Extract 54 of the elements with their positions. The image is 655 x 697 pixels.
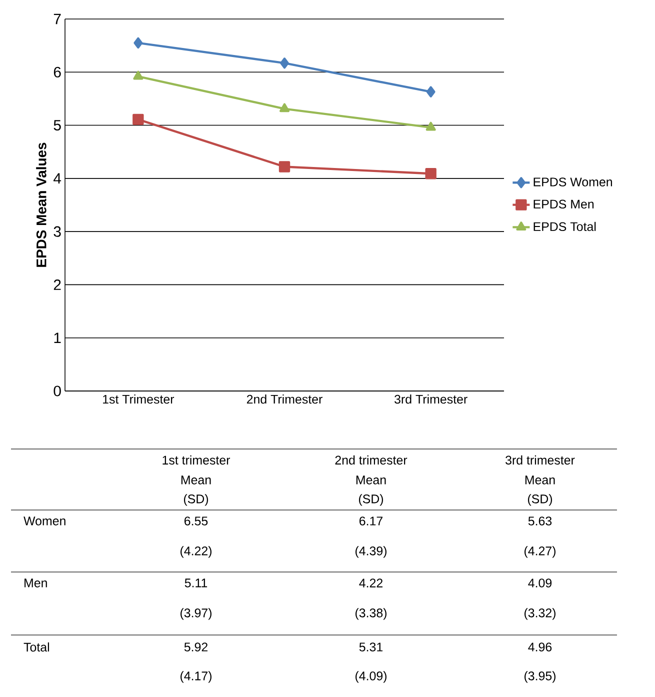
text: (SD) bbox=[358, 494, 384, 506]
text: (3.97) bbox=[180, 608, 212, 620]
text: 5.92 bbox=[184, 642, 208, 652]
y-tick-label: 3 bbox=[54, 226, 61, 237]
x-tick-label: 3rd Trimester bbox=[394, 394, 468, 404]
point bbox=[426, 86, 436, 98]
text: 5.11 bbox=[184, 578, 208, 588]
y-tick-label: 0 bbox=[54, 386, 61, 396]
point bbox=[280, 58, 289, 69]
y-tick-label: 6 bbox=[54, 66, 61, 78]
point bbox=[134, 37, 143, 48]
text: (SD) bbox=[528, 494, 552, 506]
text: (SD) bbox=[184, 494, 208, 506]
text: 2nd trimester bbox=[335, 455, 408, 465]
point bbox=[132, 114, 144, 126]
text: (3.38) bbox=[355, 608, 386, 620]
text: (4.17) bbox=[180, 671, 212, 683]
text: 6.17 bbox=[360, 516, 382, 526]
text: (3.95) bbox=[524, 671, 556, 683]
point bbox=[426, 122, 436, 131]
legend-label: EPDS Women bbox=[534, 178, 612, 186]
point bbox=[133, 70, 144, 80]
y-tick-label: 1 bbox=[54, 332, 61, 343]
y-tick-label: 7 bbox=[54, 14, 61, 24]
text: 5.63 bbox=[528, 516, 552, 526]
x-tick-label: 2nd Trimester bbox=[246, 394, 322, 404]
text: Women bbox=[24, 516, 66, 526]
x-tick-label: 1st Trimester bbox=[103, 394, 174, 404]
legend-label: EPDS Men bbox=[534, 200, 594, 209]
text: 5.31 bbox=[359, 642, 382, 652]
text: 4.22 bbox=[359, 578, 382, 588]
text: 4.96 bbox=[528, 642, 552, 652]
text: (4.27) bbox=[524, 546, 556, 558]
text: Mean bbox=[181, 476, 211, 484]
text: 6.55 bbox=[184, 516, 208, 526]
point bbox=[425, 168, 436, 180]
text: Mean bbox=[525, 476, 555, 484]
text: Total bbox=[24, 642, 50, 652]
text: 3rd trimester bbox=[506, 455, 575, 465]
legend-label: EPDS Total bbox=[534, 222, 596, 232]
y-tick-label: 4 bbox=[54, 173, 62, 184]
y-tick-label: 5 bbox=[54, 120, 61, 130]
text: 1st trimester bbox=[162, 455, 230, 465]
point bbox=[278, 161, 290, 172]
text: Men bbox=[24, 578, 47, 588]
text: 4.09 bbox=[528, 578, 552, 588]
text: (4.22) bbox=[180, 546, 212, 558]
text: (4.39) bbox=[355, 546, 386, 558]
text: (4.09) bbox=[355, 671, 386, 683]
point bbox=[280, 103, 290, 112]
text: Mean bbox=[356, 476, 386, 484]
text: (3.32) bbox=[524, 608, 556, 620]
y-tick-label: 2 bbox=[54, 279, 61, 290]
y-axis-title: EPDS Mean Values bbox=[36, 142, 46, 267]
